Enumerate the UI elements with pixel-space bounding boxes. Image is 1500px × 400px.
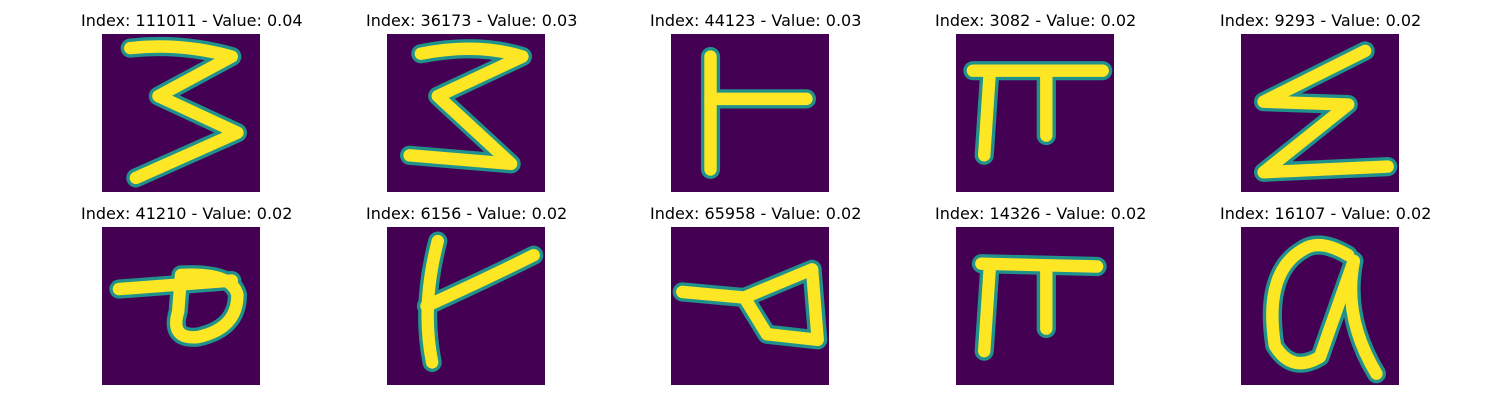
image-background: [671, 34, 829, 192]
panel-title: Index: 6156 - Value: 0.02: [366, 204, 568, 223]
digit-image-three: [387, 34, 545, 192]
panel-title: Index: 44123 - Value: 0.03: [650, 11, 862, 30]
digit-image-triangle-tail: [671, 227, 829, 385]
panel-title: Index: 65958 - Value: 0.02: [650, 204, 862, 223]
digit-image-pi: [956, 34, 1114, 192]
handwritten-stroke: [704, 50, 813, 176]
panel-1: Index: 111011 - Value: 0.04: [81, 11, 303, 197]
handwritten-stroke: [403, 42, 529, 170]
panel-title: Index: 111011 - Value: 0.04: [81, 11, 303, 30]
digit-image-three: [102, 34, 260, 192]
digit-image-zee: [1241, 34, 1399, 192]
digit-image-y-branch: [387, 227, 545, 385]
panel-5: Index: 9293 - Value: 0.02: [1220, 11, 1422, 197]
handwritten-stroke: [1266, 238, 1383, 380]
handwritten-stroke: [966, 64, 1109, 162]
panel-7: Index: 6156 - Value: 0.02: [366, 204, 568, 390]
panel-title: Index: 9293 - Value: 0.02: [1220, 11, 1422, 30]
panel-title: Index: 3082 - Value: 0.02: [935, 11, 1137, 30]
digit-image-pi: [956, 227, 1114, 385]
digit-image-p-loop: [102, 227, 260, 385]
panel-10: Index: 16107 - Value: 0.02: [1220, 204, 1432, 390]
panel-title: Index: 16107 - Value: 0.02: [1220, 204, 1432, 223]
digit-image-at-loop: [1241, 227, 1399, 385]
panel-2: Index: 36173 - Value: 0.03: [366, 11, 578, 197]
panel-title: Index: 41210 - Value: 0.02: [81, 204, 293, 223]
panel-3: Index: 44123 - Value: 0.03: [650, 11, 862, 197]
handwritten-stroke: [420, 234, 540, 369]
panel-title: Index: 14326 - Value: 0.02: [935, 204, 1147, 223]
panel-8: Index: 65958 - Value: 0.02: [650, 204, 862, 390]
handwritten-stroke: [124, 40, 244, 185]
panel-4: Index: 3082 - Value: 0.02: [935, 11, 1137, 197]
handwritten-stroke: [676, 263, 824, 347]
digit-image-tee: [671, 34, 829, 192]
handwritten-stroke: [975, 257, 1104, 358]
handwritten-stroke: [1257, 44, 1394, 179]
panel-title: Index: 36173 - Value: 0.03: [366, 11, 578, 30]
panel-9: Index: 14326 - Value: 0.02: [935, 204, 1147, 390]
panel-6: Index: 41210 - Value: 0.02: [81, 204, 293, 390]
handwritten-stroke: [112, 268, 244, 344]
